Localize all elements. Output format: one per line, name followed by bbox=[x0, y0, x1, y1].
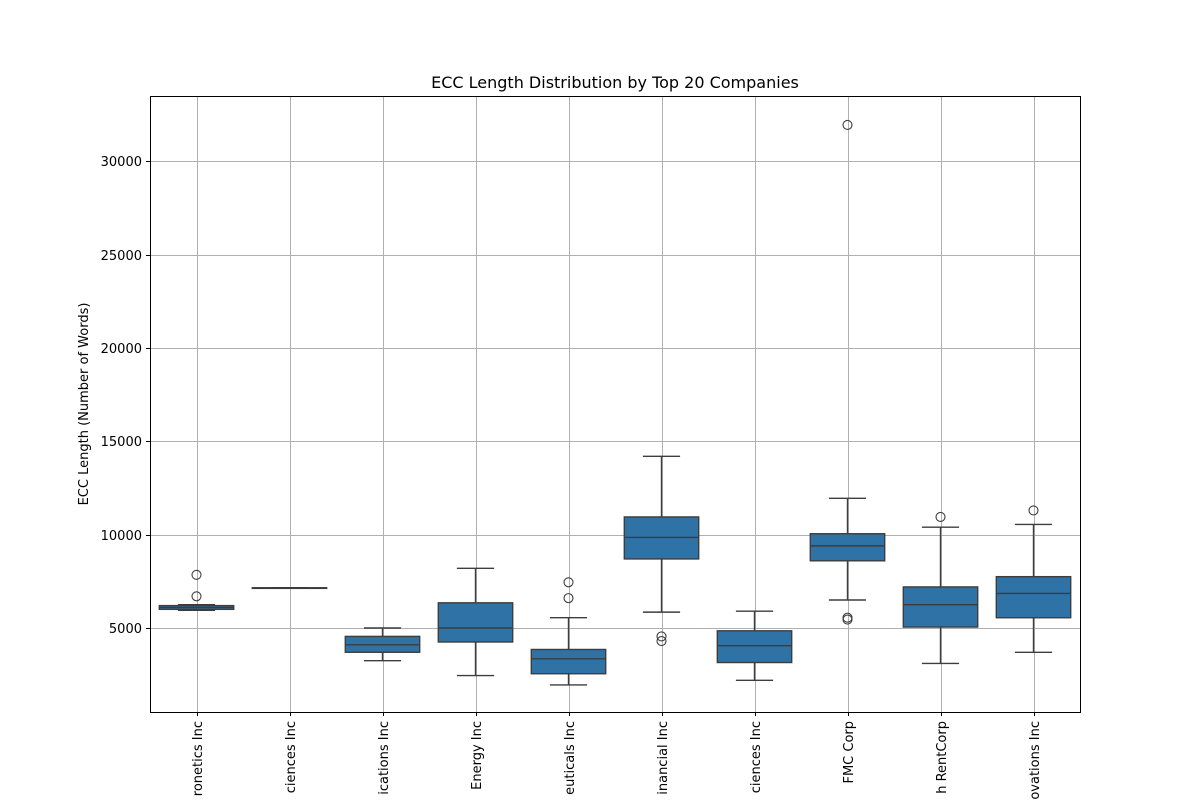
y-axis-label: ECC Length (Number of Words) bbox=[77, 303, 92, 506]
boxes bbox=[158, 119, 1072, 686]
x-tick-label: Energy Inc bbox=[470, 721, 485, 790]
y-tick-label: 15000 bbox=[101, 435, 142, 450]
box-1 bbox=[158, 569, 235, 611]
box-body bbox=[995, 575, 1072, 619]
box-3 bbox=[344, 627, 421, 662]
x-tick-label: ications Inc bbox=[377, 721, 392, 795]
x-tick-label: FMC Corp bbox=[842, 721, 857, 784]
grid-lines bbox=[150, 96, 1080, 712]
y-tick-label: 25000 bbox=[101, 249, 142, 264]
x-tick-label: inancial Inc bbox=[656, 721, 671, 795]
box-body bbox=[809, 533, 886, 562]
box-5 bbox=[530, 577, 607, 686]
box-body bbox=[437, 602, 514, 643]
outlier-point bbox=[563, 577, 574, 588]
outlier-point bbox=[191, 569, 202, 580]
x-axis-ticks: ronetics Inc ciences Inc ications Inc Energ… bbox=[191, 712, 1043, 800]
plot-frame bbox=[150, 96, 1081, 713]
x-tick-label: ciences Inc bbox=[284, 721, 299, 793]
box-body bbox=[530, 648, 607, 675]
box-10 bbox=[995, 505, 1072, 653]
outlier-point bbox=[191, 591, 202, 602]
x-tick-label: h RentCorp bbox=[935, 721, 950, 794]
box-8 bbox=[809, 119, 886, 625]
x-tick-label: ciences Inc bbox=[749, 721, 764, 793]
box-7 bbox=[716, 610, 793, 681]
box-6 bbox=[623, 455, 700, 647]
outlier-point bbox=[563, 593, 574, 604]
box-body bbox=[716, 630, 793, 664]
outlier-point bbox=[842, 612, 853, 623]
outlier-point bbox=[656, 636, 667, 647]
y-tick-label: 10000 bbox=[101, 529, 142, 544]
outlier-point bbox=[935, 511, 946, 522]
box-2 bbox=[251, 587, 328, 590]
box-body bbox=[902, 586, 979, 628]
y-axis-ticks: 5000 10000 15000 20000 25000 30000 bbox=[101, 155, 150, 637]
y-tick-label: 30000 bbox=[101, 155, 142, 170]
box-9 bbox=[902, 511, 979, 665]
chart-title: ECC Length Distribution by Top 20 Compan… bbox=[431, 73, 799, 92]
y-tick-label: 5000 bbox=[109, 622, 142, 637]
box-4 bbox=[437, 567, 514, 677]
x-tick-label: eutical​s Inc bbox=[563, 721, 578, 795]
x-tick-label: ovations Inc bbox=[1028, 721, 1043, 800]
outlier-point bbox=[842, 119, 853, 130]
outlier-point bbox=[1028, 505, 1039, 516]
outlier-point bbox=[656, 631, 667, 642]
x-tick-label: ronetics Inc bbox=[191, 721, 206, 796]
y-tick-label: 20000 bbox=[101, 342, 142, 357]
